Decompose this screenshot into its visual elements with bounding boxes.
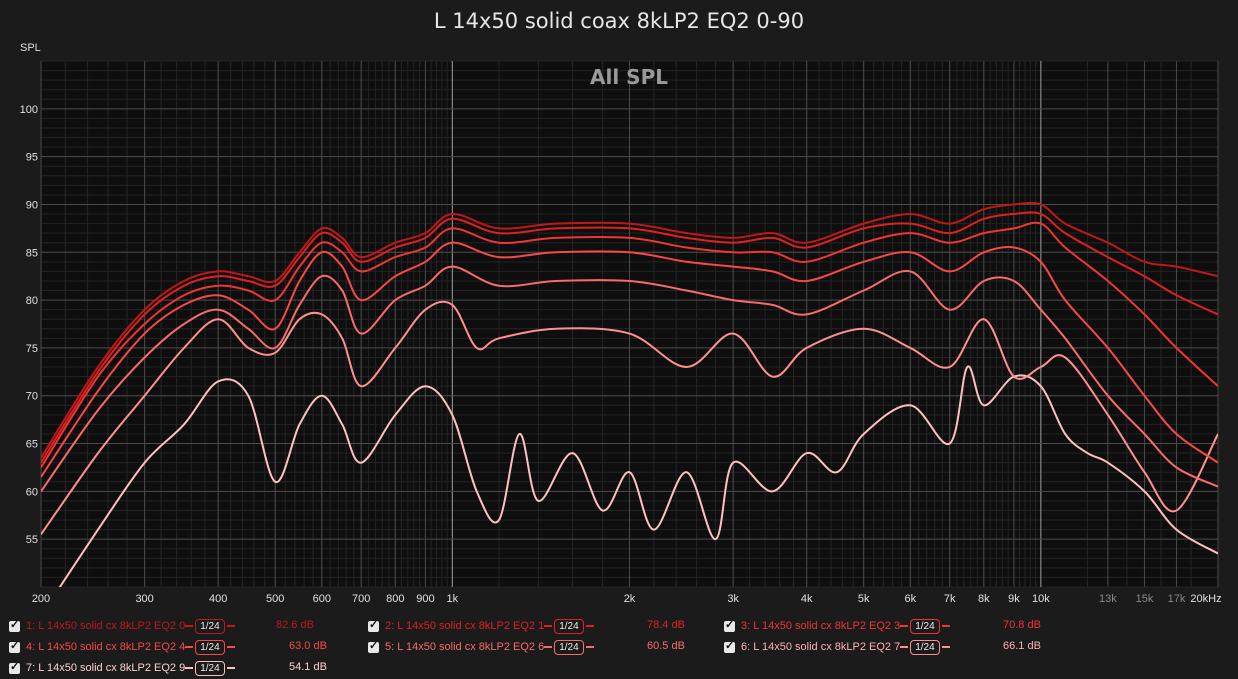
y-tick-label: 80 (26, 295, 38, 307)
smoothing-badge[interactable]: 1/24 (195, 660, 225, 676)
smoothing-badge[interactable]: 1/24 (554, 618, 584, 634)
smoothing-badge[interactable]: 1/24 (910, 639, 940, 655)
legend-item-0[interactable]: 1: L 14x50 solid cx 8kLP2 EQ2 0 1/24 (9, 617, 235, 635)
chart-subtitle: All SPL (590, 65, 668, 89)
y-tick-label: 95 (26, 152, 38, 164)
x-tick-label: 4k (801, 593, 813, 605)
checkbox-icon[interactable] (9, 660, 20, 674)
series-line-3 (41, 241, 1218, 478)
x-tick-label: 400 (209, 593, 227, 605)
series-line-4 (41, 265, 1218, 492)
series-line-0 (41, 201, 1218, 459)
legend-level-3: 63.0 dB (289, 640, 327, 652)
x-tick-label: 13k (1099, 593, 1117, 605)
legend-label: 7: L 14x50 solid cx 8kLP2 EQ2 9 (26, 662, 186, 674)
series-lines (41, 201, 1218, 587)
y-tick-labels: 55 60 65 70 75 80 85 90 95 100 (20, 104, 38, 546)
legend-label: 5: L 14x50 solid cx 8kLP2 EQ2 6 (385, 641, 545, 653)
checkbox-icon[interactable] (9, 618, 20, 632)
legend-label: 6: L 14x50 solid cx 8kLP2 EQ2 7 (741, 641, 901, 653)
x-tick-label: 2k (624, 593, 636, 605)
legend-label: 3: L 14x50 solid cx 8kLP2 EQ2 3 (741, 620, 901, 632)
x-tick-label: 20kHz (1190, 593, 1221, 605)
legend-level-4: 60.5 dB (647, 640, 685, 652)
y-tick-label: 60 (26, 486, 38, 498)
smoothing-badge[interactable]: 1/24 (195, 618, 225, 634)
legend-level-1: 78.4 dB (647, 619, 685, 631)
legend-label: 2: L 14x50 solid cx 8kLP2 EQ2 1 (385, 620, 545, 632)
x-tick-label: 17k (1168, 593, 1186, 605)
x-tick-label: 800 (386, 593, 404, 605)
smoothing-badge[interactable]: 1/24 (195, 639, 225, 655)
legend-level-6: 54.1 dB (289, 661, 327, 673)
legend-item-1[interactable]: 2: L 14x50 solid cx 8kLP2 EQ2 1 1/24 (368, 617, 594, 635)
y-tick-label: 55 (26, 534, 38, 546)
series-line-2 (41, 221, 1218, 469)
y-tick-label: 85 (26, 247, 38, 259)
y-tick-label: 75 (26, 343, 38, 355)
series-line-5 (41, 300, 1218, 535)
y-tick-label: 65 (26, 439, 38, 451)
checkbox-icon[interactable] (724, 639, 735, 653)
legend-item-2[interactable]: 3: L 14x50 solid cx 8kLP2 EQ2 3 1/24 (724, 617, 950, 635)
chart-title: L 14x50 solid coax 8kLP2 EQ2 0-90 (433, 9, 805, 33)
x-tick-label: 600 (313, 593, 331, 605)
x-tick-labels: 200 300 400 500 600 700 800 900 1k 2k 3k 4k 5k 6k 7k 8k… (32, 593, 1222, 605)
x-tick-label: 15k (1136, 593, 1154, 605)
x-tick-label: 1k (447, 593, 459, 605)
x-tick-label: 200 (32, 593, 50, 605)
x-tick-label: 900 (416, 593, 434, 605)
x-tick-label: 300 (135, 593, 153, 605)
x-tick-label: 8k (978, 593, 990, 605)
smoothing-badge[interactable]: 1/24 (554, 639, 584, 655)
legend-label: 4: L 14x50 solid cx 8kLP2 EQ2 4 (26, 641, 186, 653)
smoothing-badge[interactable]: 1/24 (910, 618, 940, 634)
y-tick-label: 70 (26, 391, 38, 403)
legend-item-5[interactable]: 6: L 14x50 solid cx 8kLP2 EQ2 7 1/24 (724, 638, 950, 656)
legend-item-4[interactable]: 5: L 14x50 solid cx 8kLP2 EQ2 6 1/24 (368, 638, 594, 656)
checkbox-icon[interactable] (9, 639, 20, 653)
x-tick-label: 6k (904, 593, 916, 605)
checkbox-icon[interactable] (724, 618, 735, 632)
x-tick-label: 500 (266, 593, 284, 605)
legend-item-3[interactable]: 4: L 14x50 solid cx 8kLP2 EQ2 4 1/24 (9, 638, 235, 656)
series-line-1 (41, 211, 1218, 464)
x-tick-label: 700 (352, 593, 370, 605)
legend-level-0: 82.6 dB (276, 619, 314, 631)
y-tick-label: 100 (20, 104, 38, 116)
checkbox-icon[interactable] (368, 639, 379, 653)
x-tick-label: 5k (858, 593, 870, 605)
legend-label: 1: L 14x50 solid cx 8kLP2 EQ2 0 (26, 620, 186, 632)
legend-item-6[interactable]: 7: L 14x50 solid cx 8kLP2 EQ2 9 1/24 (9, 659, 235, 677)
x-tick-label: 7k (944, 593, 956, 605)
legend-level-2: 70.8 dB (1003, 619, 1041, 631)
x-tick-label: 9k (1008, 593, 1020, 605)
y-tick-label: 90 (26, 199, 38, 211)
checkbox-icon[interactable] (368, 618, 379, 632)
x-tick-label: 3k (727, 593, 739, 605)
spl-chart: 200 300 400 500 600 700 800 900 1k 2k 3k 4k 5k 6k 7k 8k… (20, 60, 1222, 605)
legend-level-5: 66.1 dB (1003, 640, 1041, 652)
y-axis-label: SPL (20, 42, 41, 54)
x-tick-label: 10k (1032, 593, 1050, 605)
